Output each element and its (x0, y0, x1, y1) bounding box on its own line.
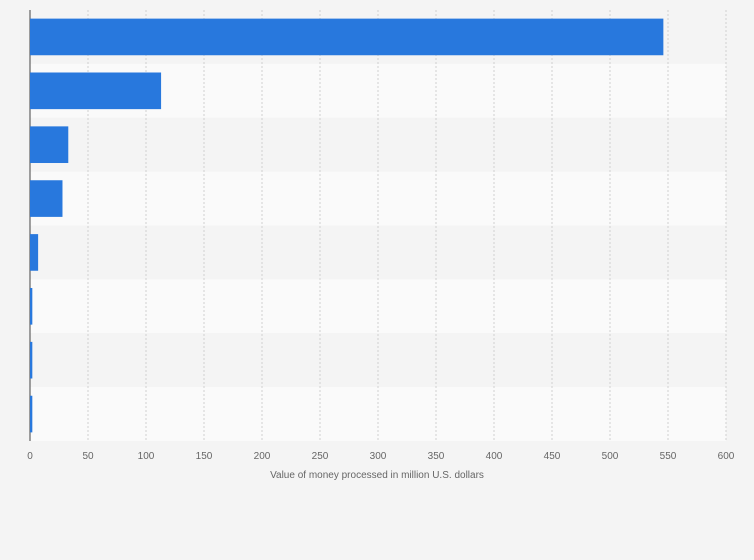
bar[interactable] (30, 341, 33, 379)
bars (30, 18, 664, 433)
x-tick-label: 200 (254, 451, 271, 462)
x-tick-label: 500 (602, 451, 619, 462)
x-tick-label: 150 (196, 451, 213, 462)
x-tick-label: 250 (312, 451, 329, 462)
x-tick-label: 450 (544, 451, 561, 462)
bar[interactable] (30, 72, 162, 110)
x-tick-label: 400 (486, 451, 503, 462)
bar[interactable] (30, 287, 33, 325)
x-tick-labels: 0 50 100 150 200 250 300 350 400 450 500 550 600 (27, 451, 735, 462)
bar[interactable] (30, 126, 69, 164)
bar[interactable] (30, 395, 33, 433)
x-tick-label: 0 (27, 451, 33, 462)
x-tick-label: 600 (718, 451, 735, 462)
x-tick-label: 100 (138, 451, 155, 462)
bar[interactable] (30, 18, 664, 56)
bar[interactable] (30, 234, 39, 271)
x-tick-label: 550 (660, 451, 677, 462)
x-axis-title: Value of money processed in million U.S.… (270, 470, 484, 481)
bar[interactable] (30, 180, 63, 217)
x-tick-label: 300 (370, 451, 387, 462)
x-tick-label: 50 (82, 451, 94, 462)
x-tick-label: 350 (428, 451, 445, 462)
